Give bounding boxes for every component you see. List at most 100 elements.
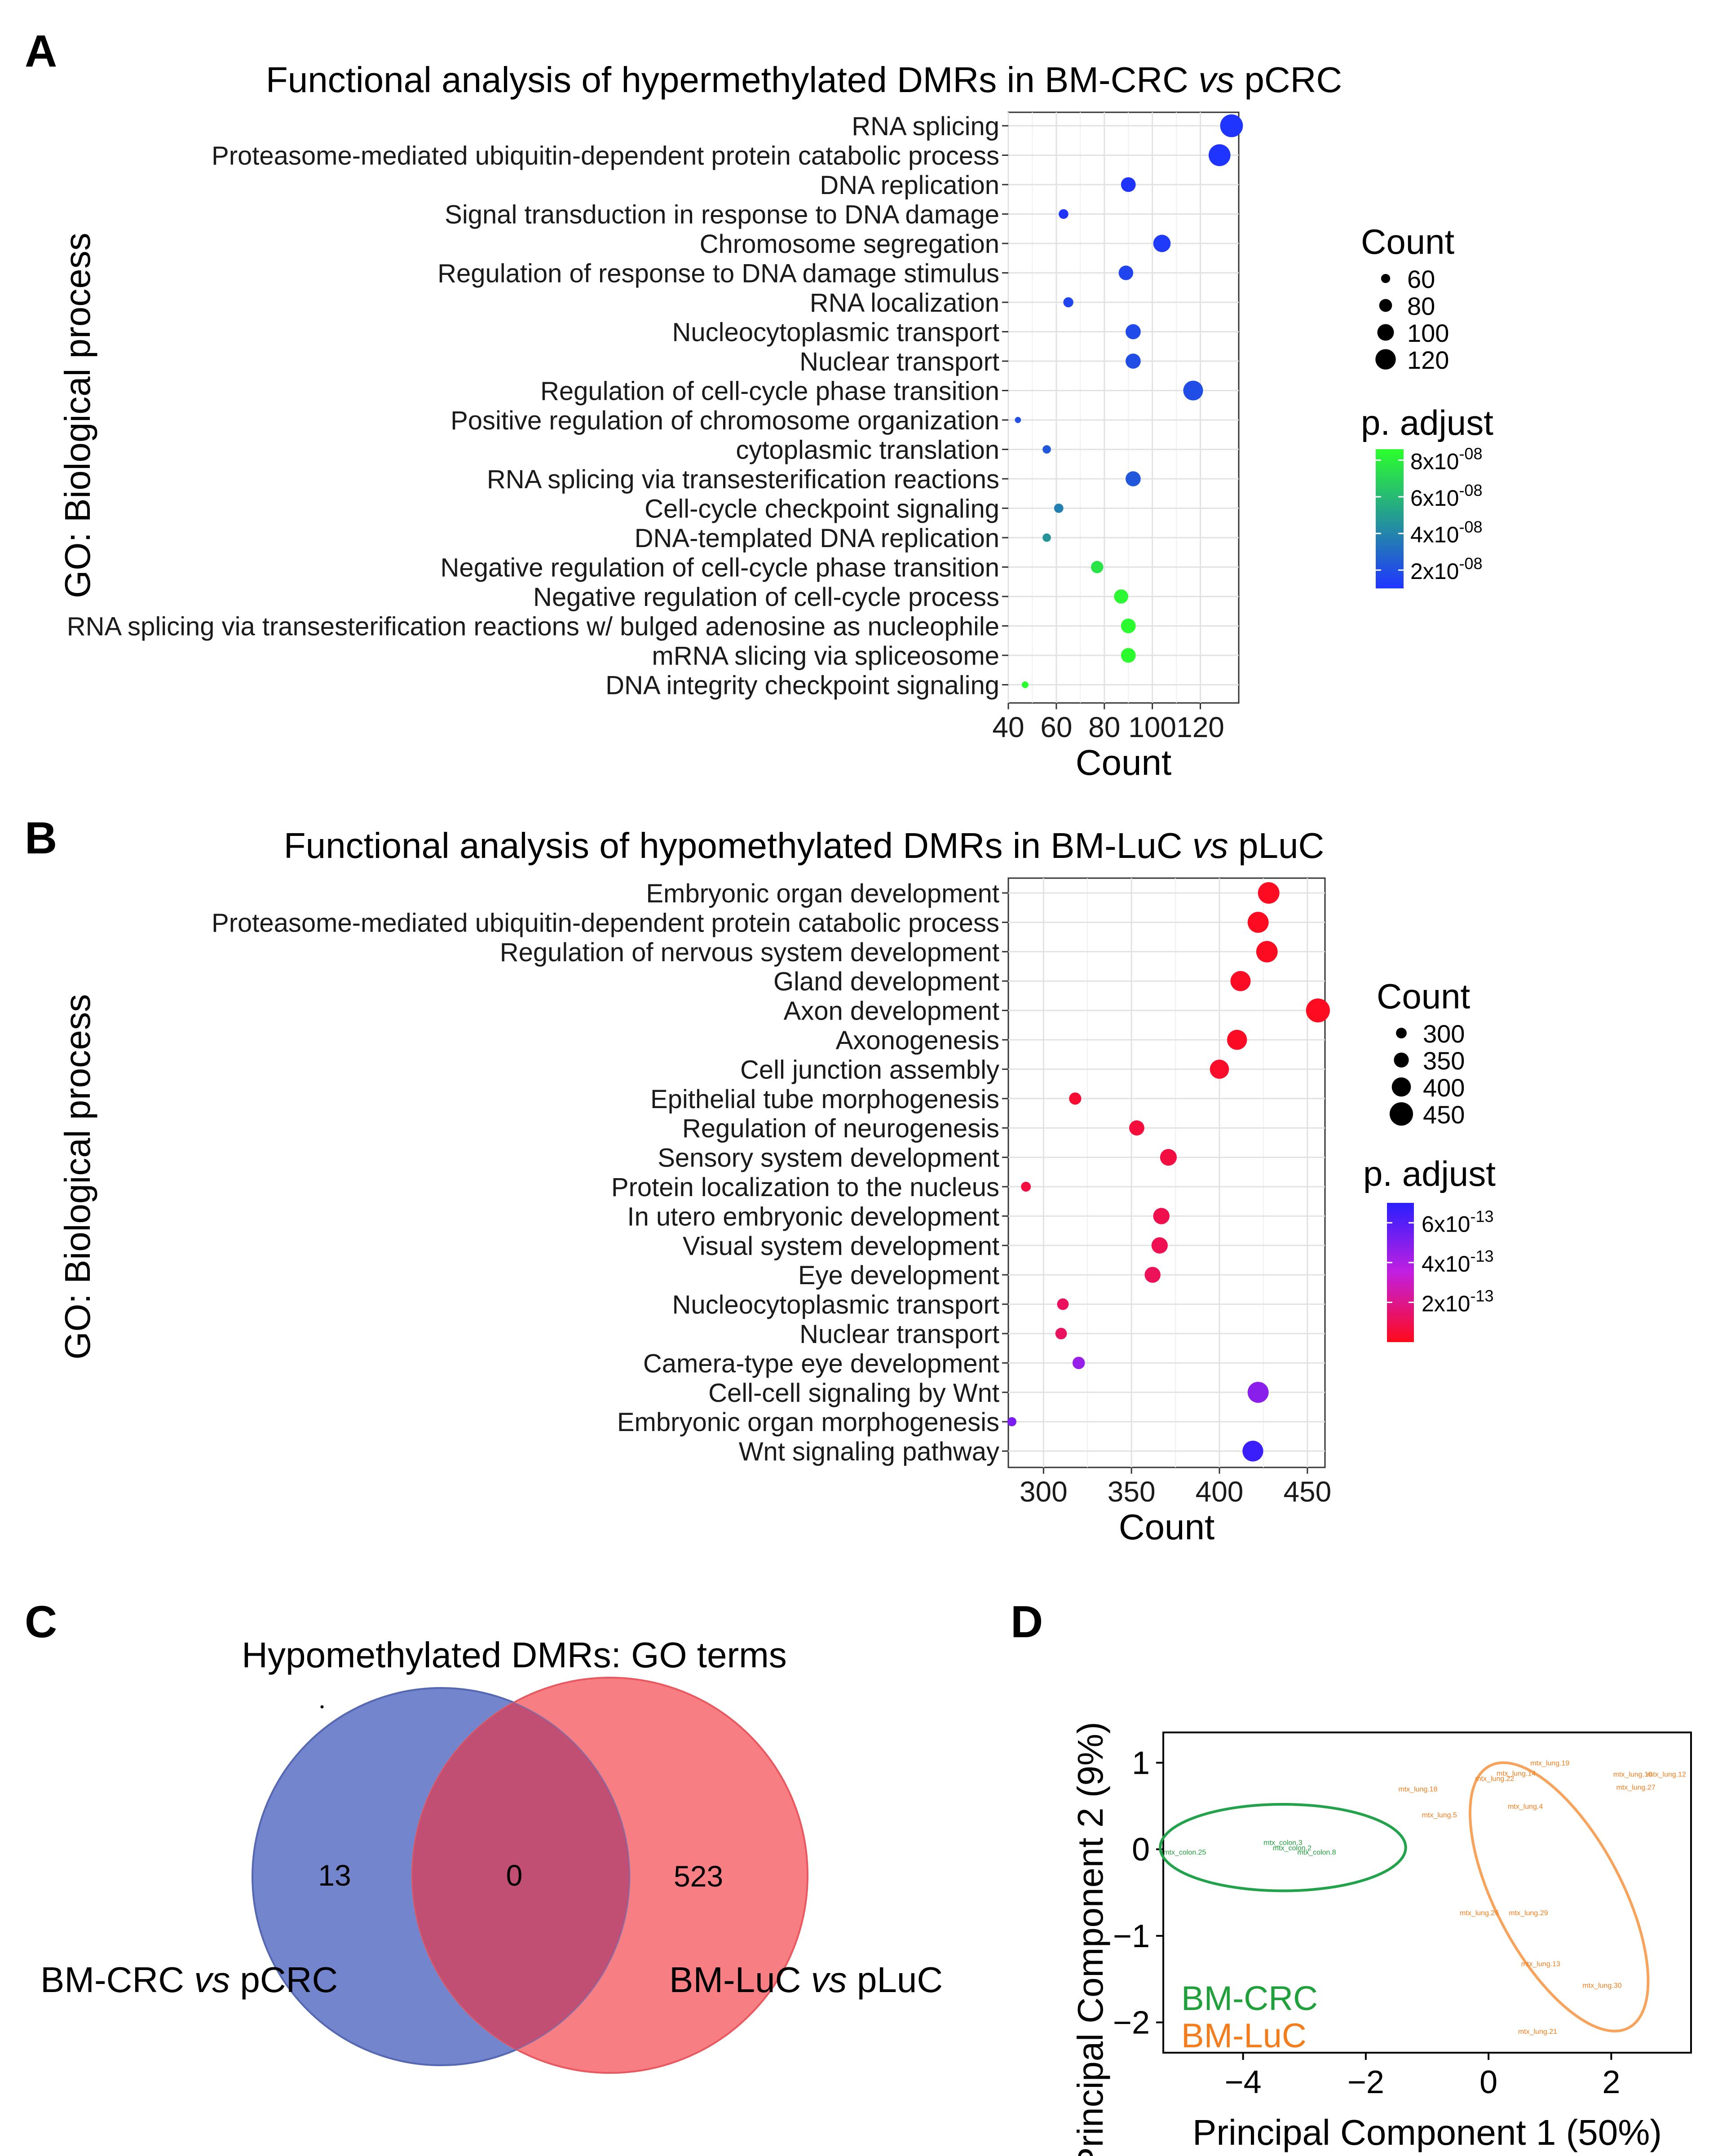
- term-dot: [1151, 1237, 1168, 1254]
- count-legend-dot: [1391, 1077, 1411, 1097]
- x-axis-title: Principal Component 1 (50%): [1192, 2112, 1662, 2152]
- panel-d: D −4 −2 0 2 1 0 −1 −2 Principal Component 1 (50%…: [1011, 1597, 1692, 2156]
- term-dot: [1121, 648, 1136, 663]
- x-tick-label: 60: [1040, 711, 1072, 743]
- term-label: Eye development: [798, 1261, 999, 1290]
- padj-colorbar: [1376, 449, 1404, 588]
- term-label: Cell-cycle checkpoint signaling: [645, 495, 999, 524]
- term-dot: [1021, 1182, 1031, 1192]
- panel-b-plot: Embryonic organ developmentProteasome-me…: [212, 877, 1331, 1547]
- term-label: Negative regulation of cell-cycle phase …: [441, 553, 999, 583]
- luc-sample-label: mtx_lung.21: [1518, 2028, 1557, 2036]
- term-label: Proteasome-mediated ubiquitin-dependent …: [212, 141, 999, 171]
- term-dot: [1208, 144, 1231, 166]
- term-label: Visual system development: [683, 1232, 999, 1261]
- panel-b: B Functional analysis of hypomethylated …: [25, 813, 1496, 1547]
- count-legend-dot: [1394, 1052, 1409, 1068]
- x-tick-label: 350: [1108, 1476, 1156, 1508]
- padj-legend-label: 2x10-13: [1422, 1286, 1493, 1316]
- x-tick-label: 450: [1283, 1476, 1331, 1508]
- term-label: Regulation of response to DNA damage sti…: [437, 259, 999, 288]
- x-axis-title: Count: [1076, 742, 1171, 782]
- term-label: DNA integrity checkpoint signaling: [605, 671, 999, 700]
- crc-sample-label: mtx_colon.3: [1263, 1839, 1302, 1847]
- x-tick-label: −2: [1347, 2064, 1384, 2100]
- term-label: In utero embryonic development: [627, 1202, 999, 1231]
- padj-legend-label: 4x10-13: [1422, 1247, 1493, 1277]
- panel-b-count-legend-title: Count: [1377, 976, 1470, 1016]
- luc-sample-label: mtx_lung.30: [1582, 1982, 1621, 1990]
- term-dot: [1059, 209, 1069, 219]
- luc-sample-label: mtx_lung.29: [1509, 1909, 1548, 1917]
- y-tick-label: −2: [1113, 2005, 1150, 2041]
- plot-panel-border: [1007, 877, 1326, 1468]
- luc-sample-label: mtx_lung.12: [1647, 1771, 1686, 1778]
- venn-overlap-region: [412, 1688, 630, 2065]
- legend-bm-crc: BM-CRC: [1181, 1979, 1318, 2018]
- term-label: Axonogenesis: [836, 1026, 999, 1055]
- legend-bm-luc: BM-LuC: [1181, 2017, 1307, 2055]
- term-label: Positive regulation of chromosome organi…: [450, 406, 999, 435]
- padj-colorbar: [1387, 1203, 1414, 1342]
- term-label: DNA replication: [820, 171, 999, 200]
- count-legend-dot: [1375, 349, 1396, 370]
- x-tick-label: 300: [1020, 1476, 1068, 1508]
- term-dot: [1021, 681, 1029, 688]
- luc-sample-label: mtx_lung.4: [1508, 1803, 1543, 1811]
- term-label: RNA splicing via transesterification rea…: [487, 465, 999, 494]
- panel-a: A Functional analysis of hypermethylated…: [25, 26, 1493, 782]
- padj-legend-label: 6x10-13: [1422, 1207, 1493, 1237]
- term-label: Nucleocytoplasmic transport: [672, 1290, 999, 1320]
- term-dot: [1153, 1208, 1170, 1224]
- term-dot: [1210, 1060, 1229, 1079]
- term-label: DNA-templated DNA replication: [635, 524, 999, 553]
- venn-left-count: 13: [318, 1859, 351, 1892]
- term-dot: [1072, 1356, 1085, 1370]
- term-label: Embryonic organ morphogenesis: [617, 1408, 999, 1437]
- venn-left-set-label: BM-CRC vs pCRC: [40, 1960, 338, 2000]
- term-label: Regulation of cell-cycle phase transitio…: [540, 377, 999, 406]
- count-legend-dot: [1389, 1102, 1413, 1126]
- term-label: Regulation of neurogenesis: [682, 1114, 999, 1143]
- term-label: mRNA slicing via spliceosome: [652, 641, 999, 671]
- x-tick-label: 2: [1602, 2064, 1620, 2100]
- term-dot: [1129, 1120, 1144, 1136]
- pca-plot: −4 −2 0 2 1 0 −1 −2 Principal Component 1 (50%) P…: [1070, 1722, 1692, 2156]
- venn-diagram: [252, 1677, 808, 2074]
- count-legend-dot: [1379, 299, 1392, 312]
- padj-legend-label: 2x10-08: [1410, 554, 1482, 584]
- panel-b-y-axis-label: GO: Biological process: [57, 994, 97, 1360]
- x-tick-label: 100: [1128, 711, 1176, 743]
- count-legend-dot: [1396, 1028, 1407, 1038]
- term-dot: [1160, 1149, 1177, 1166]
- term-label: Nucleocytoplasmic transport: [672, 318, 999, 347]
- term-label: Signal transduction in response to DNA d…: [445, 200, 999, 230]
- term-dot: [1183, 380, 1203, 401]
- term-dot: [1144, 1267, 1161, 1283]
- panel-letter-b: B: [25, 813, 57, 863]
- panel-letter-d: D: [1011, 1597, 1043, 1647]
- panel-a-y-axis-label: GO: Biological process: [57, 233, 97, 598]
- term-dot: [1042, 533, 1051, 542]
- crc-confidence-ellipse: [1159, 1803, 1407, 1892]
- term-label: Epithelial tube morphogenesis: [650, 1085, 999, 1114]
- venn-left-outline: [252, 1687, 631, 2066]
- padj-legend-label: 8x10-08: [1410, 444, 1482, 474]
- venn-overlap-count: 0: [506, 1859, 523, 1892]
- x-tick-label: 80: [1088, 711, 1120, 743]
- venn-right-set-label: BM-LuC vs pLuC: [669, 1960, 943, 2000]
- term-dot: [1121, 619, 1136, 633]
- count-legend-label: 400: [1423, 1074, 1465, 1102]
- panel-a-title: Functional analysis of hypermethylated D…: [266, 60, 1342, 100]
- term-label: Cell-cell signaling by Wnt: [708, 1378, 999, 1408]
- term-dot: [1126, 324, 1141, 340]
- term-label: Nuclear transport: [799, 347, 999, 376]
- panel-letter-a: A: [25, 26, 57, 76]
- count-legend-label: 80: [1407, 292, 1435, 320]
- term-label: Axon development: [784, 997, 999, 1026]
- term-dot: [1258, 882, 1280, 904]
- term-dot: [1256, 941, 1278, 963]
- y-tick-label: −1: [1113, 1918, 1150, 1954]
- term-label: Regulation of nervous system development: [500, 938, 999, 967]
